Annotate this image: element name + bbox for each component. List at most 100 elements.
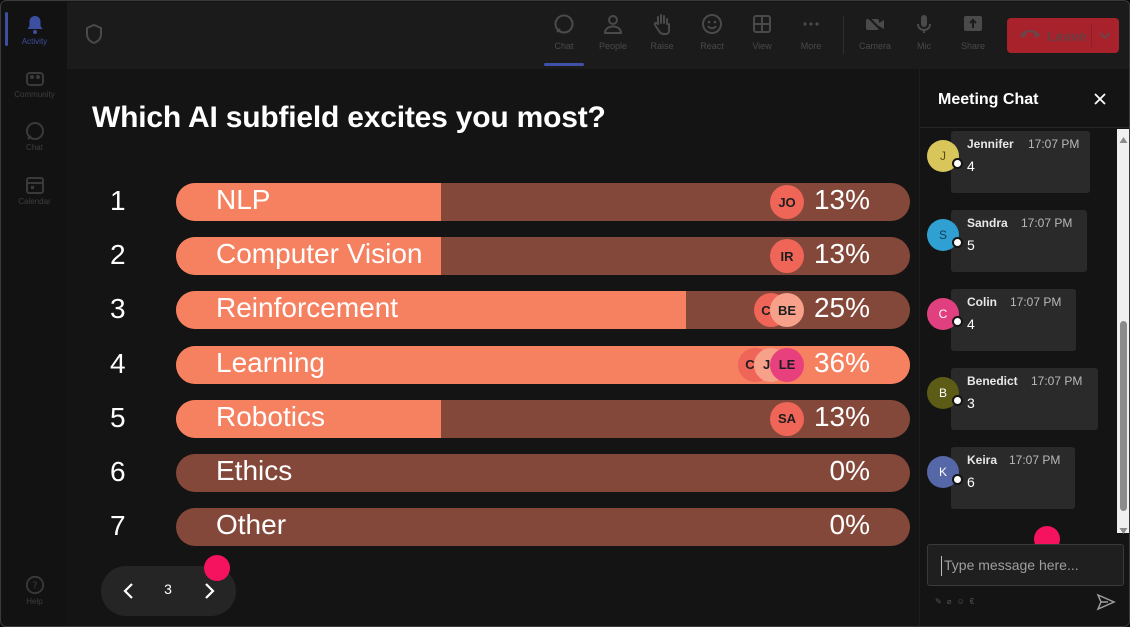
svg-text:?: ? bbox=[32, 580, 37, 591]
chat-input-placeholder: Type message here... bbox=[944, 557, 1079, 573]
sender-name: Colin bbox=[967, 295, 997, 309]
sender-name: Benedict bbox=[967, 374, 1018, 388]
more-icon bbox=[800, 12, 822, 36]
option-label: Robotics bbox=[216, 400, 325, 432]
result-bar: Robotics SA 13% bbox=[176, 399, 910, 438]
toolbar-mic-button[interactable]: Mic bbox=[900, 12, 948, 62]
toolbar-raise-button[interactable]: Raise bbox=[638, 12, 686, 62]
rail-item-calendar[interactable]: Calendar bbox=[2, 164, 67, 216]
rail-item-label: Activity bbox=[21, 36, 48, 46]
message-text: 6 bbox=[967, 474, 975, 490]
chevron-down-icon[interactable] bbox=[1097, 27, 1113, 43]
toolbar-button-label: More bbox=[800, 41, 822, 51]
toolbar-share-button[interactable]: Share bbox=[949, 12, 997, 62]
voter-avatar: BE bbox=[770, 293, 804, 328]
option-percentage: 36% bbox=[813, 346, 870, 378]
toolbar-button-label: View bbox=[752, 41, 772, 51]
toolbar-button-label: React bbox=[700, 41, 724, 51]
poll-option-row: 5 Robotics SA 13% bbox=[92, 399, 912, 438]
community-icon bbox=[25, 68, 45, 88]
chat-icon bbox=[25, 121, 45, 141]
presence-status-icon bbox=[952, 237, 963, 248]
view-icon bbox=[751, 12, 773, 36]
presence-status-icon bbox=[952, 474, 963, 485]
message-timestamp: 17:07 PM bbox=[1028, 137, 1080, 151]
toolbar-button-label: Share bbox=[960, 41, 986, 51]
rail-item-label: Community bbox=[14, 89, 55, 99]
result-bar: LearningCOJELE36% bbox=[176, 345, 910, 384]
scroll-down-icon[interactable] bbox=[1119, 522, 1128, 534]
page-number: 3 bbox=[164, 581, 172, 597]
toolbar-button-label: Camera bbox=[858, 41, 891, 51]
chat-message: B Benedict 17:07 PM 3 bbox=[927, 368, 1098, 430]
poll-option-row: 2 Computer Vision IR 13% bbox=[92, 237, 912, 276]
text-caret bbox=[941, 556, 942, 576]
chevron-left-icon[interactable] bbox=[117, 579, 139, 603]
voter-avatar: JO bbox=[770, 185, 804, 219]
toolbar-camera-button[interactable]: Camera bbox=[851, 12, 899, 62]
sender-name: Sandra bbox=[967, 216, 1008, 230]
result-bar: Ethics 0% bbox=[176, 454, 910, 492]
chat-icon bbox=[553, 12, 575, 36]
message-text: 5 bbox=[967, 237, 975, 253]
chat-scrollbar[interactable] bbox=[1117, 129, 1129, 534]
rail-item-help[interactable]: ? Help bbox=[2, 564, 67, 616]
option-percentage: 0% bbox=[829, 455, 870, 486]
toolbar-react-button[interactable]: React bbox=[688, 12, 736, 62]
rail-active-indicator bbox=[5, 12, 8, 46]
voter-avatar: IR bbox=[770, 239, 804, 274]
rail-item-community[interactable]: Community bbox=[2, 57, 67, 109]
chat-header-divider bbox=[920, 127, 1129, 128]
chat-message-input[interactable]: Type message here... bbox=[927, 544, 1124, 586]
toolbar-chat-button[interactable]: Chat bbox=[540, 12, 588, 62]
scrollbar-thumb[interactable] bbox=[1120, 321, 1127, 511]
message-timestamp: 17:07 PM bbox=[1021, 216, 1073, 230]
rail-item-activity[interactable]: Activity bbox=[2, 4, 67, 56]
option-number: 1 bbox=[110, 185, 126, 216]
meeting-chat-panel: Meeting Chat J Jennifer 17:07 PM 4 S Sandra 17… bbox=[919, 69, 1129, 626]
attach-icon[interactable]: ⌀ bbox=[946, 597, 952, 606]
chat-message: J Jennifer 17:07 PM 4 bbox=[927, 131, 1090, 193]
close-icon[interactable] bbox=[1092, 91, 1108, 107]
result-bar-fill bbox=[176, 291, 686, 330]
message-text: 4 bbox=[967, 316, 975, 332]
option-number: 7 bbox=[110, 510, 126, 542]
option-label: Other bbox=[216, 509, 287, 541]
toolbar-more-button[interactable]: More bbox=[787, 12, 835, 62]
chat-message: K Keira 17:07 PM 6 bbox=[927, 447, 1075, 509]
option-percentage: 13% bbox=[813, 184, 870, 215]
presence-status-icon bbox=[952, 316, 963, 327]
option-number: 3 bbox=[110, 293, 126, 325]
toolbar-button-label: Raise bbox=[650, 41, 674, 51]
emoji-icon[interactable]: ☺ bbox=[956, 597, 965, 606]
result-bar-fill bbox=[176, 237, 442, 276]
result-bar: Computer Vision IR 13% bbox=[176, 237, 910, 276]
rail-item-chat[interactable]: Chat bbox=[2, 110, 67, 162]
message-timestamp: 17:07 PM bbox=[1009, 453, 1061, 467]
presence-status-icon bbox=[952, 158, 963, 169]
toolbar-view-button[interactable]: View bbox=[738, 12, 786, 62]
chevron-right-icon[interactable] bbox=[199, 579, 221, 603]
message-text: 3 bbox=[967, 395, 975, 411]
option-label: Reinforcement bbox=[216, 292, 399, 324]
message-format-icons: ✎ ⌀ ☺ € bbox=[935, 597, 974, 609]
toolbar-button-label: Chat bbox=[554, 41, 574, 51]
rail-item-label: Chat bbox=[26, 142, 43, 152]
camera-icon bbox=[864, 12, 886, 36]
option-label: Learning bbox=[216, 346, 325, 378]
scroll-up-icon[interactable] bbox=[1119, 131, 1128, 143]
format-icon[interactable]: ✎ bbox=[935, 597, 942, 606]
option-number: 2 bbox=[110, 239, 126, 271]
send-icon[interactable] bbox=[1096, 593, 1116, 611]
option-percentage: 13% bbox=[813, 238, 870, 270]
toolbar-people-button[interactable]: People bbox=[589, 12, 637, 62]
option-label: Ethics bbox=[216, 455, 293, 486]
leave-button[interactable]: Leave bbox=[1007, 18, 1119, 53]
option-number: 6 bbox=[110, 456, 126, 487]
leave-label: Leave bbox=[1047, 27, 1087, 44]
active-tab-indicator bbox=[544, 63, 584, 66]
phone-hangup-icon bbox=[1019, 27, 1041, 45]
toolbar-button-label: People bbox=[598, 41, 628, 51]
gif-icon[interactable]: € bbox=[969, 597, 975, 606]
